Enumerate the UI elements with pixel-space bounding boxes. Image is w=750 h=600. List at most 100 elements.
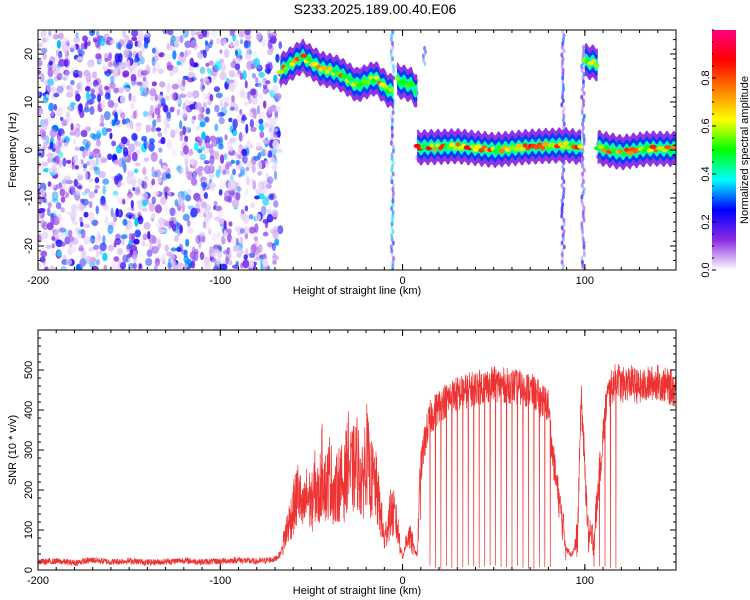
heatmap-noise-cell: [203, 116, 209, 123]
heatmap-noise-cell: [109, 39, 116, 45]
heatmap-noise-cell: [73, 37, 81, 44]
heatmap-ridge-blob: [475, 144, 482, 149]
heatmap-streak-cell: [390, 179, 394, 185]
heatmap-noise-cell: [170, 35, 176, 43]
colorbar-tick-label: 0.4: [700, 166, 712, 181]
heatmap-streak-cell: [562, 229, 566, 235]
heatmap-noise-cell: [248, 214, 254, 220]
heatmap-noise-cell: [128, 222, 133, 230]
heatmap-noise-cell: [245, 167, 250, 172]
heatmap-noise-cell: [195, 31, 203, 36]
y-tick-label: 0: [23, 567, 35, 573]
heatmap-streak-cell: [390, 121, 394, 127]
heatmap-noise-cell: [91, 265, 99, 270]
snr-marks: [38, 363, 676, 569]
heatmap-noise-cell: [115, 66, 121, 73]
heatmap-noise-cell: [182, 78, 186, 87]
heatmap-noise-cell: [230, 190, 234, 198]
heatmap-noise-cell: [88, 191, 95, 199]
heatmap-ridge-blob: [646, 148, 654, 153]
heatmap-noise-cell: [216, 111, 225, 118]
heatmap-noise-cell: [218, 143, 224, 150]
heatmap-streak-cell: [390, 156, 394, 162]
heatmap-noise-cell: [59, 188, 66, 197]
heatmap-noise-cell: [199, 231, 206, 237]
heatmap-streak-cell: [561, 79, 565, 85]
heatmap-streak-cell: [581, 79, 585, 85]
heatmap-noise-cell: [155, 222, 160, 228]
heatmap-noise-cell: [172, 262, 179, 270]
heatmap-noise-cell: [211, 252, 217, 258]
heatmap-ridge-blob: [276, 69, 285, 75]
y-tick-label: 400: [23, 401, 35, 419]
heatmap-noise-cell: [267, 150, 273, 158]
heatmap-noise-cell: [151, 178, 156, 186]
heatmap-noise-cell: [179, 224, 183, 234]
heatmap-streak-cell: [561, 71, 565, 77]
heatmap-noise-cell: [248, 112, 253, 117]
heatmap-noise-cell: [112, 190, 118, 196]
heatmap-noise-cell: [227, 79, 231, 85]
heatmap-noise-cell: [250, 244, 257, 254]
heatmap-noise-cell: [218, 246, 223, 253]
heatmap-ridge-blob: [621, 151, 627, 156]
heatmap-streak-cell: [580, 225, 584, 231]
heatmap-noise-cell: [237, 69, 242, 75]
heatmap-noise-cell: [61, 83, 66, 91]
heatmap-streak-cell: [580, 94, 584, 100]
heatmap-noise-cell: [104, 92, 110, 100]
heatmap-noise-cell: [123, 87, 131, 93]
heatmap-noise-cell: [83, 236, 91, 245]
heatmap-streak-cell: [561, 202, 565, 208]
heatmap-noise-cell: [62, 43, 68, 53]
heatmap-noise-cell: [92, 71, 98, 79]
heatmap-ridge-blob: [541, 141, 550, 147]
heatmap-streak-cell: [580, 194, 584, 200]
heatmap-noise-cell: [240, 209, 245, 215]
heatmap-noise-cell: [228, 83, 236, 92]
heatmap-noise-cell: [270, 31, 278, 38]
heatmap-ridge-blob: [472, 147, 479, 153]
heatmap-noise-cell: [74, 146, 80, 152]
heatmap-streak-cell: [560, 198, 564, 204]
heatmap-noise-cell: [123, 49, 129, 58]
heatmap-noise-cell: [246, 60, 254, 70]
heatmap-noise-cell: [187, 149, 194, 157]
y-tick-label: -10: [23, 190, 35, 206]
heatmap-noise-cell: [47, 115, 52, 123]
heatmap-noise-cell: [184, 41, 192, 49]
heatmap-noise-cell: [253, 57, 261, 68]
heatmap-noise-cell: [68, 185, 75, 195]
heatmap-noise-cell: [262, 258, 269, 268]
heatmap-noise-cell: [251, 164, 256, 174]
heatmap-noise-cell: [113, 241, 117, 248]
colorbar-title: Normalized spectral amplitude: [739, 76, 750, 224]
heatmap-noise-cell: [46, 83, 52, 92]
heatmap-streak-cell: [580, 110, 584, 116]
heatmap-noise-cell: [210, 69, 218, 77]
heatmap-noise-cell: [78, 232, 82, 239]
heatmap-streak-cell: [562, 33, 566, 39]
heatmap-noise-cell: [48, 102, 55, 112]
heatmap-noise-cell: [161, 171, 168, 181]
heatmap-noise-cell: [248, 252, 256, 259]
heatmap-noise-cell: [78, 47, 83, 57]
heatmap-ridge-blob: [394, 76, 400, 81]
heatmap-noise-cell: [212, 73, 217, 81]
heatmap-noise-cell: [127, 206, 132, 212]
heatmap-noise-cell: [85, 71, 90, 78]
heatmap-noise-cell: [55, 106, 64, 116]
heatmap-noise-cell: [266, 213, 274, 223]
colorbar-tick-label: 0.8: [700, 70, 712, 85]
x-tick-label: 0: [400, 575, 406, 587]
heatmap-noise-cell: [129, 249, 133, 256]
heatmap-noise-cell: [137, 215, 144, 225]
colorbar-tick-label: 0.2: [700, 214, 712, 229]
heatmap-noise-cell: [172, 65, 179, 74]
heatmap-noise-cell: [100, 195, 106, 206]
heatmap-streak-cell: [560, 259, 564, 265]
heatmap-streak-cell: [580, 159, 584, 165]
heatmap-noise-cell: [115, 233, 121, 241]
heatmap-noise-cell: [63, 57, 71, 68]
heatmap-streak-cell: [391, 186, 395, 192]
